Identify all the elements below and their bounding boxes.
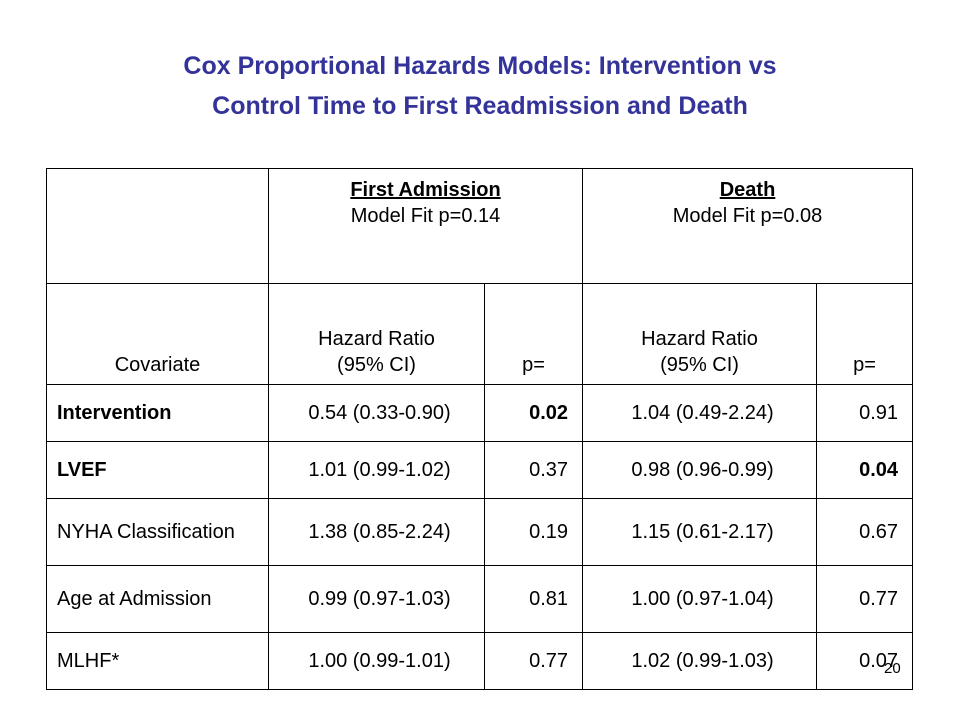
death-title: Death <box>719 179 776 201</box>
first-admission-header: First Admission Model Fit p=0.14 <box>267 168 584 284</box>
hr-header-death: Hazard Ratio (95% CI) <box>582 283 818 385</box>
first-admission-model-fit: Model Fit p=0.14 <box>350 205 501 227</box>
death-model-fit: Model Fit p=0.08 <box>672 205 823 227</box>
p-cell-death: 0.77 <box>816 565 914 633</box>
hr-cell-first-admission: 1.38 (0.85-2.24) <box>268 498 485 566</box>
column-header-row: Covariate Hazard Ratio (95% CI) p= Hazar… <box>46 283 914 385</box>
title-line-1: Cox Proportional Hazards Models: Interve… <box>183 52 777 80</box>
covariate-cell: NYHA Classification <box>46 498 269 566</box>
covariate-cell: Intervention <box>46 384 269 442</box>
hr-header-line1: Hazard Ratio <box>318 328 435 350</box>
p-cell-death: 0.07 <box>816 632 914 690</box>
covariate-cell: Age at Admission <box>46 565 269 633</box>
hr-cell-first-admission: 1.01 (0.99-1.02) <box>268 441 485 499</box>
p-cell-first-admission: 0.02 <box>483 384 584 442</box>
table-row-intervention: Intervention 0.54 (0.33-0.90) 0.02 1.04 … <box>46 384 914 442</box>
covariate-header: Covariate <box>46 283 269 385</box>
table-row-age: Age at Admission 0.99 (0.97-1.03) 0.81 1… <box>46 565 914 633</box>
hr-header-line2: (95% CI) <box>337 354 416 376</box>
hr-cell-death: 1.00 (0.97-1.04) <box>582 565 818 633</box>
table-row-lvef: LVEF 1.01 (0.99-1.02) 0.37 0.98 (0.96-0.… <box>46 441 914 499</box>
hr-cell-first-admission: 1.00 (0.99-1.01) <box>268 632 485 690</box>
p-cell-death: 0.91 <box>816 384 914 442</box>
p-cell-first-admission: 0.19 <box>483 498 584 566</box>
p-cell-first-admission: 0.37 <box>483 441 584 499</box>
hr-cell-death: 1.15 (0.61-2.17) <box>582 498 818 566</box>
title-line-2: Control Time to First Readmission and De… <box>212 92 748 120</box>
hr-cell-first-admission: 0.54 (0.33-0.90) <box>268 384 485 442</box>
first-admission-title: First Admission <box>350 179 501 201</box>
p-cell-first-admission: 0.81 <box>483 565 584 633</box>
p-cell-death: 0.67 <box>816 498 914 566</box>
table-row-nyha: NYHA Classification 1.38 (0.85-2.24) 0.1… <box>46 498 914 566</box>
table-row-mlhf: MLHF* 1.00 (0.99-1.01) 0.77 1.02 (0.99-1… <box>46 632 914 690</box>
hr-cell-death: 1.02 (0.99-1.03) <box>582 632 818 690</box>
hazard-ratio-table: First Admission Model Fit p=0.14 Death M… <box>46 168 914 690</box>
slide-title: Cox Proportional Hazards Models: Interve… <box>0 46 960 126</box>
page-number: 20 <box>884 660 901 677</box>
hr-cell-death: 1.04 (0.49-2.24) <box>582 384 818 442</box>
hr-cell-death: 0.98 (0.96-0.99) <box>582 441 818 499</box>
group-header-row: First Admission Model Fit p=0.14 Death M… <box>46 168 914 284</box>
p-cell-first-admission: 0.77 <box>483 632 584 690</box>
hr-header-first-admission: Hazard Ratio (95% CI) <box>268 283 485 385</box>
hr-cell-first-admission: 0.99 (0.97-1.03) <box>268 565 485 633</box>
hr-header-line2: (95% CI) <box>660 354 739 376</box>
covariate-cell: LVEF <box>46 441 269 499</box>
hr-header-line1: Hazard Ratio <box>641 328 758 350</box>
death-header: Death Model Fit p=0.08 <box>582 168 914 284</box>
covariate-cell: MLHF* <box>46 632 269 690</box>
p-header-death: p= <box>816 283 914 385</box>
p-cell-death: 0.04 <box>816 441 914 499</box>
empty-corner-cell <box>46 168 269 284</box>
p-header-first-admission: p= <box>483 283 584 385</box>
